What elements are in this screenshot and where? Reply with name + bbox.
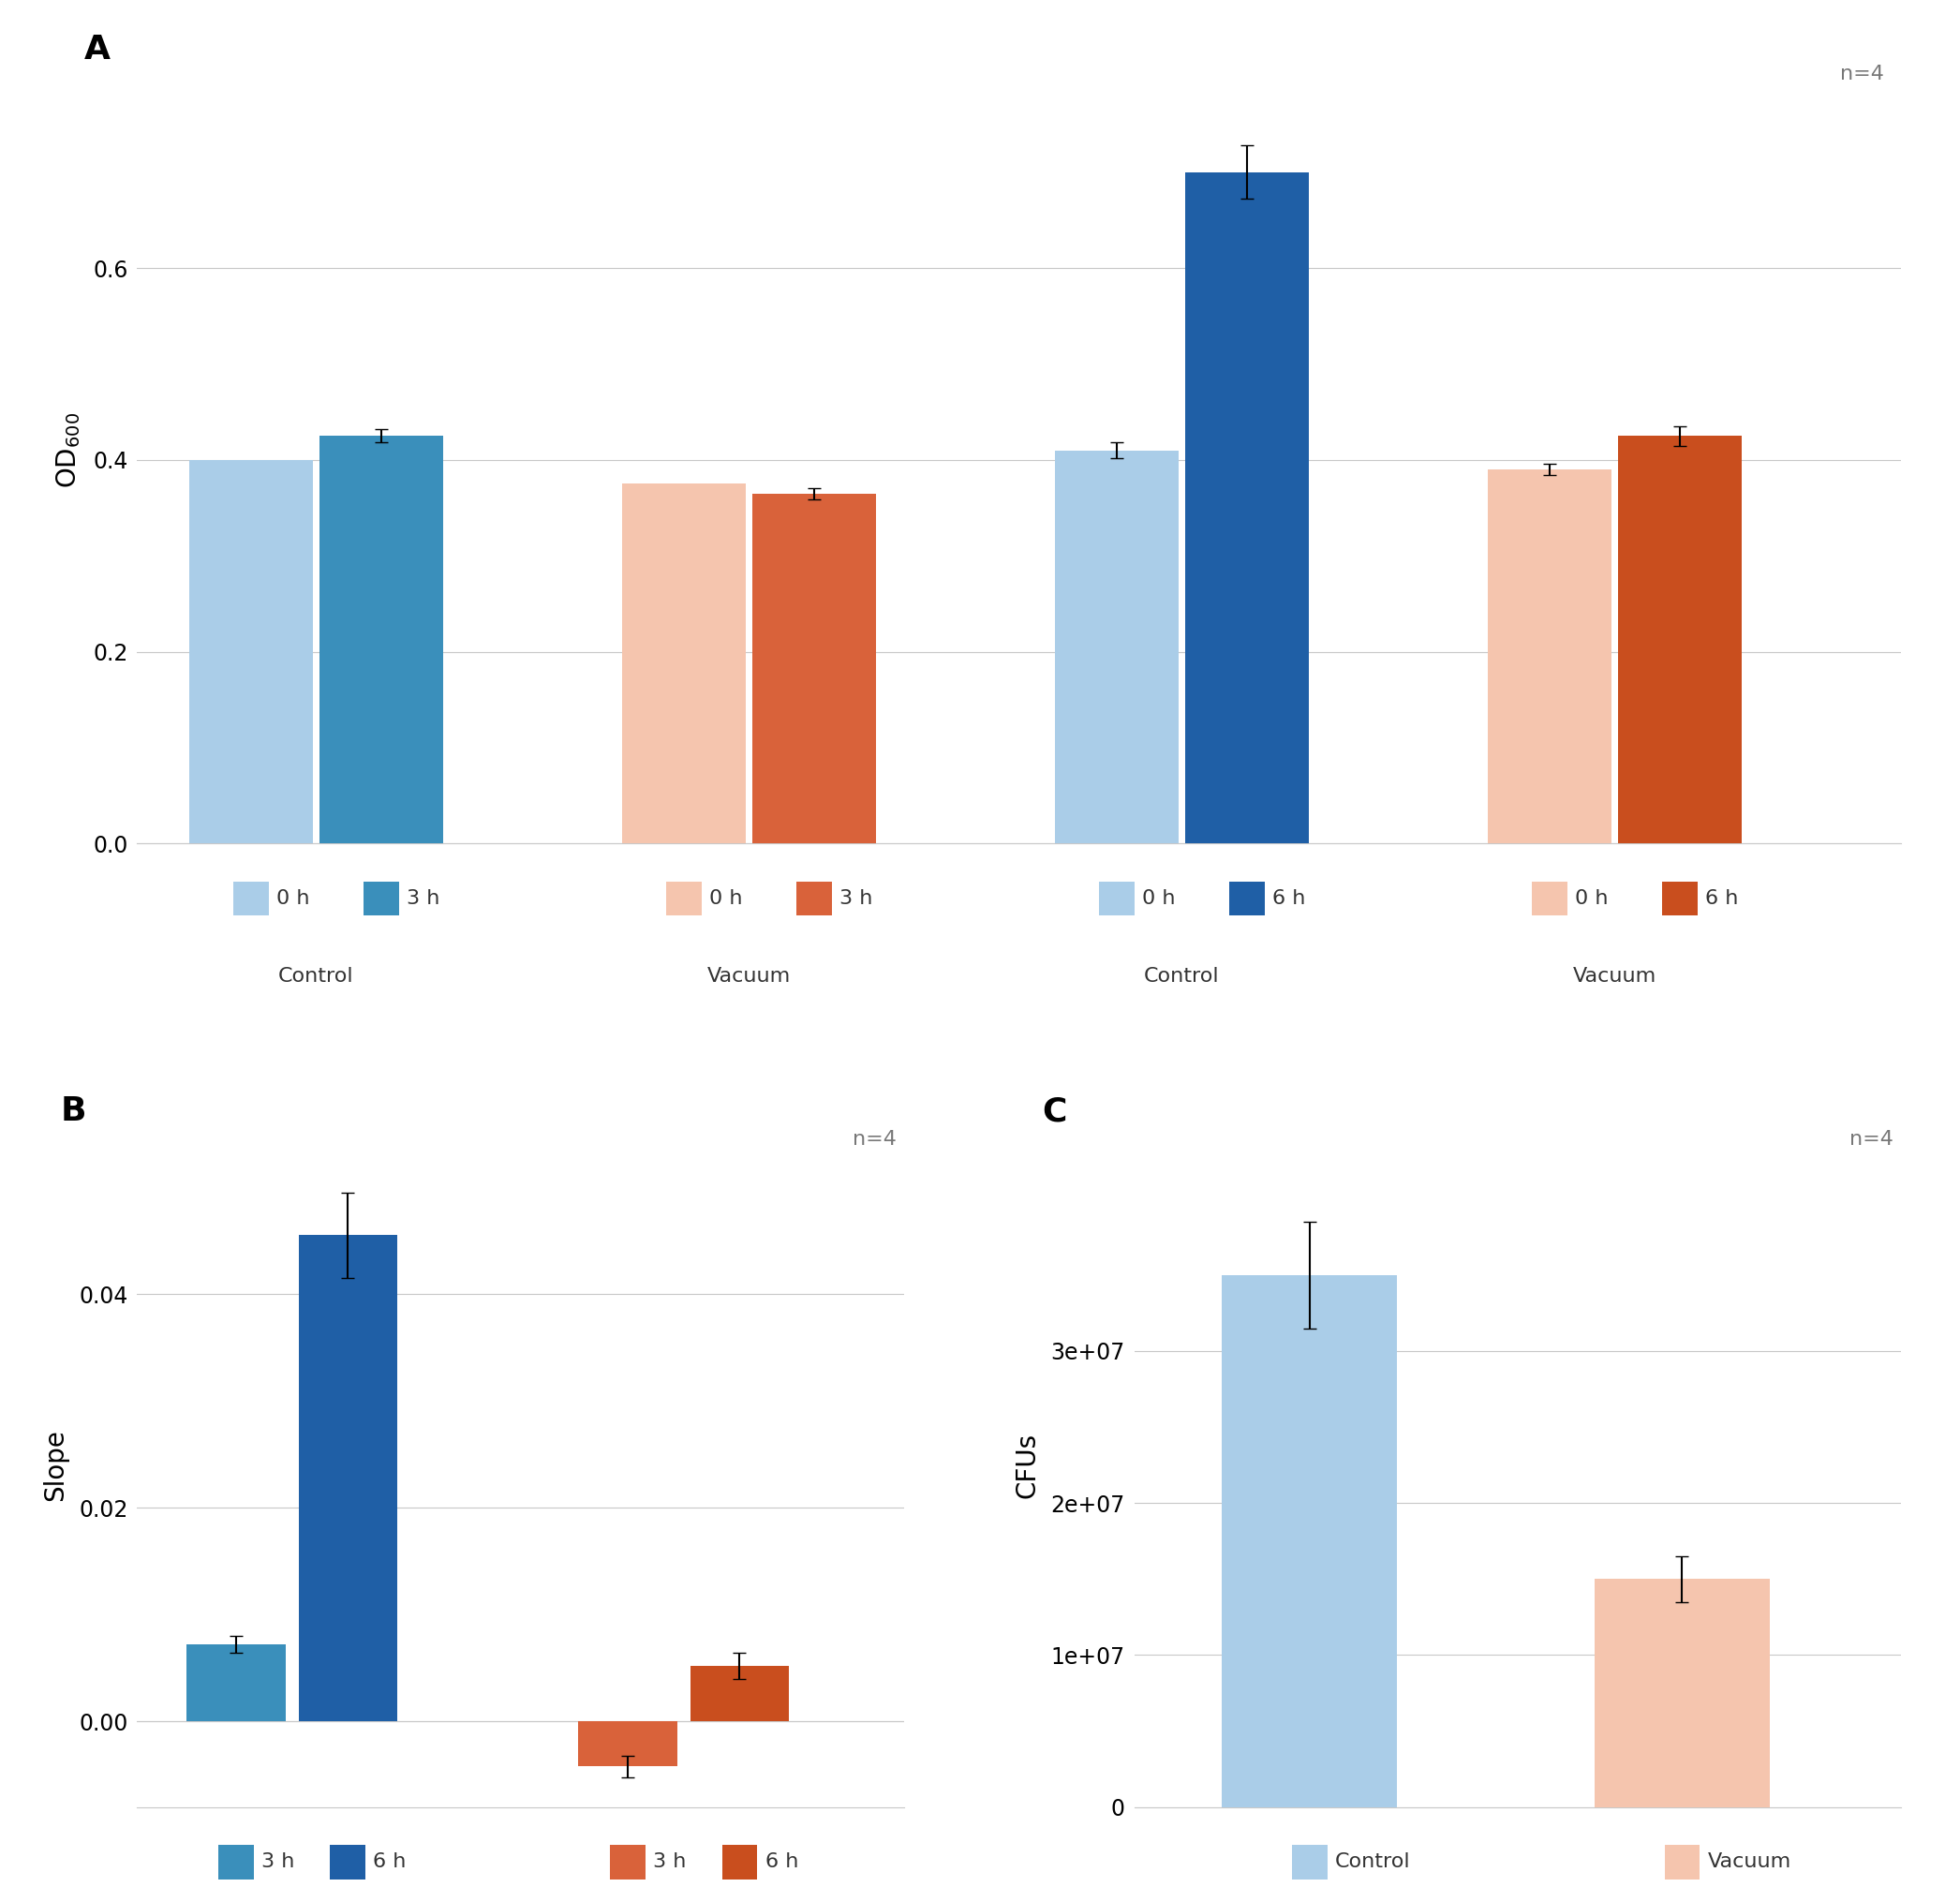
Text: n=4: n=4 — [1850, 1130, 1893, 1149]
Y-axis label: OD$_{600}$: OD$_{600}$ — [55, 413, 82, 489]
Y-axis label: CFUs: CFUs — [1013, 1432, 1041, 1497]
Bar — [1186, 173, 1309, 844]
Bar — [190, 460, 314, 844]
Text: 3 h: 3 h — [261, 1853, 294, 1872]
Text: 6 h: 6 h — [1272, 890, 1305, 907]
Text: C: C — [1043, 1096, 1066, 1128]
Bar — [1054, 451, 1178, 844]
Text: Control: Control — [278, 968, 355, 985]
Text: 6 h: 6 h — [764, 1853, 798, 1872]
Y-axis label: Slope: Slope — [43, 1428, 69, 1501]
Bar — [1593, 1579, 1770, 1807]
Text: n=4: n=4 — [1840, 65, 1884, 84]
Bar — [298, 1234, 398, 1721]
Text: Vacuum: Vacuum — [1707, 1853, 1791, 1872]
Bar — [186, 1645, 286, 1721]
Text: 3 h: 3 h — [653, 1853, 686, 1872]
Text: Control: Control — [1145, 968, 1219, 985]
Text: 0 h: 0 h — [276, 890, 310, 907]
Text: 0 h: 0 h — [1143, 890, 1176, 907]
Bar — [578, 1721, 676, 1767]
Bar — [753, 493, 876, 844]
Text: Control: Control — [1335, 1853, 1411, 1872]
Bar — [1619, 436, 1742, 844]
Bar — [690, 1666, 790, 1721]
Text: 6 h: 6 h — [372, 1853, 406, 1872]
Bar — [1488, 470, 1611, 844]
Text: B: B — [61, 1096, 86, 1128]
Text: 0 h: 0 h — [1576, 890, 1609, 907]
Bar — [1221, 1274, 1397, 1807]
Text: 3 h: 3 h — [408, 890, 439, 907]
Text: A: A — [84, 34, 110, 65]
Text: 3 h: 3 h — [839, 890, 872, 907]
Text: Vacuum: Vacuum — [1574, 968, 1656, 985]
Bar — [319, 436, 443, 844]
Bar — [621, 483, 747, 844]
Text: 0 h: 0 h — [710, 890, 743, 907]
Text: n=4: n=4 — [853, 1130, 896, 1149]
Text: Vacuum: Vacuum — [708, 968, 792, 985]
Text: 6 h: 6 h — [1705, 890, 1739, 907]
